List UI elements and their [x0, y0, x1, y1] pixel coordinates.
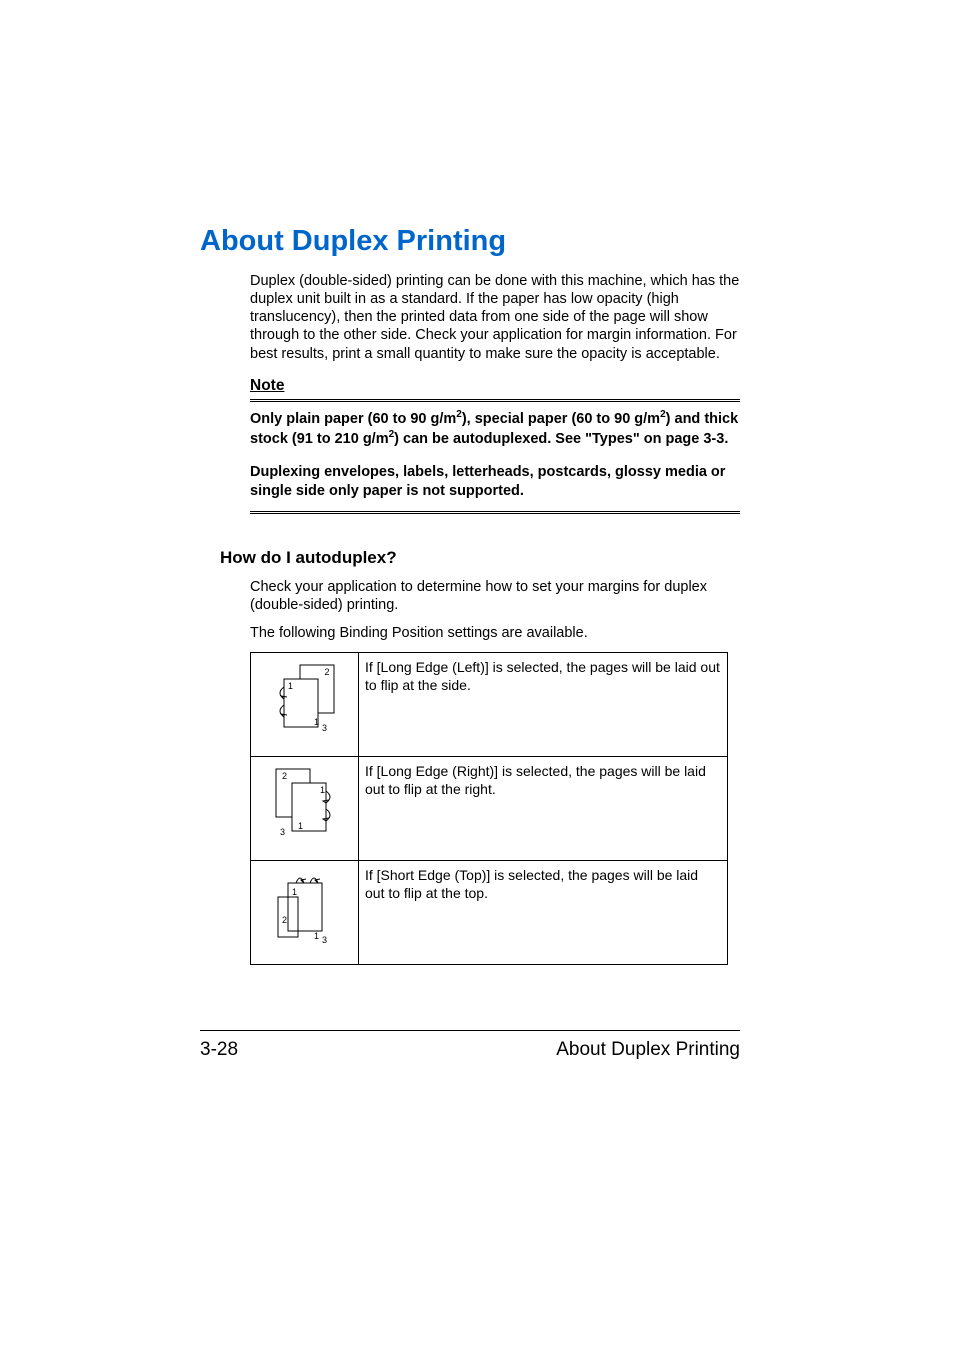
note-1b: ), special paper (60 to 90 g/m — [462, 410, 660, 426]
binding-table: 2 1 1 3 If [Long Edge (Left)] is selecte… — [250, 652, 728, 965]
svg-text:3: 3 — [280, 827, 285, 837]
table-row: 2 1 1 3 If [Short Edge (Top)] is selecte… — [251, 861, 728, 965]
subheading: How do I autoduplex? — [220, 548, 740, 568]
sub-paragraph-2: The following Binding Position settings … — [250, 624, 740, 642]
svg-text:2: 2 — [324, 667, 329, 677]
page-title: About Duplex Printing — [200, 225, 740, 258]
svg-text:1: 1 — [320, 785, 325, 795]
note-line-1: Only plain paper (60 to 90 g/m2), specia… — [250, 408, 740, 449]
footer-section-title: About Duplex Printing — [556, 1039, 740, 1061]
diagram-cell-long-right: 2 1 1 3 — [251, 757, 359, 861]
long-edge-right-icon: 2 1 1 3 — [270, 763, 340, 843]
svg-text:1: 1 — [298, 821, 303, 831]
note-1a: Only plain paper (60 to 90 g/m — [250, 410, 456, 426]
note-1d: ) can be autoduplexed. See "Types" on pa… — [394, 431, 728, 447]
svg-text:2: 2 — [282, 771, 287, 781]
svg-text:1: 1 — [292, 887, 297, 897]
page-footer: 3-28 About Duplex Printing — [200, 1030, 740, 1061]
note-line-2: Duplexing envelopes, labels, letterheads… — [250, 463, 740, 501]
note-label: Note — [250, 377, 740, 395]
footer-rule — [200, 1030, 740, 1031]
desc-cell: If [Long Edge (Left)] is selected, the p… — [359, 653, 728, 757]
svg-text:1: 1 — [288, 681, 293, 691]
footer-page-number: 3-28 — [200, 1039, 238, 1061]
note-box: Only plain paper (60 to 90 g/m2), specia… — [250, 399, 740, 514]
desc-cell: If [Long Edge (Right)] is selected, the … — [359, 757, 728, 861]
svg-text:1: 1 — [314, 717, 319, 727]
svg-text:2: 2 — [282, 915, 287, 925]
diagram-cell-short-top: 2 1 1 3 — [251, 861, 359, 965]
svg-text:3: 3 — [322, 723, 327, 733]
long-edge-left-icon: 2 1 1 3 — [270, 659, 340, 739]
table-row: 2 1 1 3 If [Long Edge (Right)] is select… — [251, 757, 728, 861]
svg-text:3: 3 — [322, 935, 327, 945]
svg-text:1: 1 — [314, 931, 319, 941]
intro-paragraph: Duplex (double-sided) printing can be do… — [250, 272, 740, 363]
short-edge-top-icon: 2 1 1 3 — [270, 867, 340, 947]
sub-paragraph-1: Check your application to determine how … — [250, 578, 740, 614]
desc-cell: If [Short Edge (Top)] is selected, the p… — [359, 861, 728, 965]
table-row: 2 1 1 3 If [Long Edge (Left)] is selecte… — [251, 653, 728, 757]
diagram-cell-long-left: 2 1 1 3 — [251, 653, 359, 757]
